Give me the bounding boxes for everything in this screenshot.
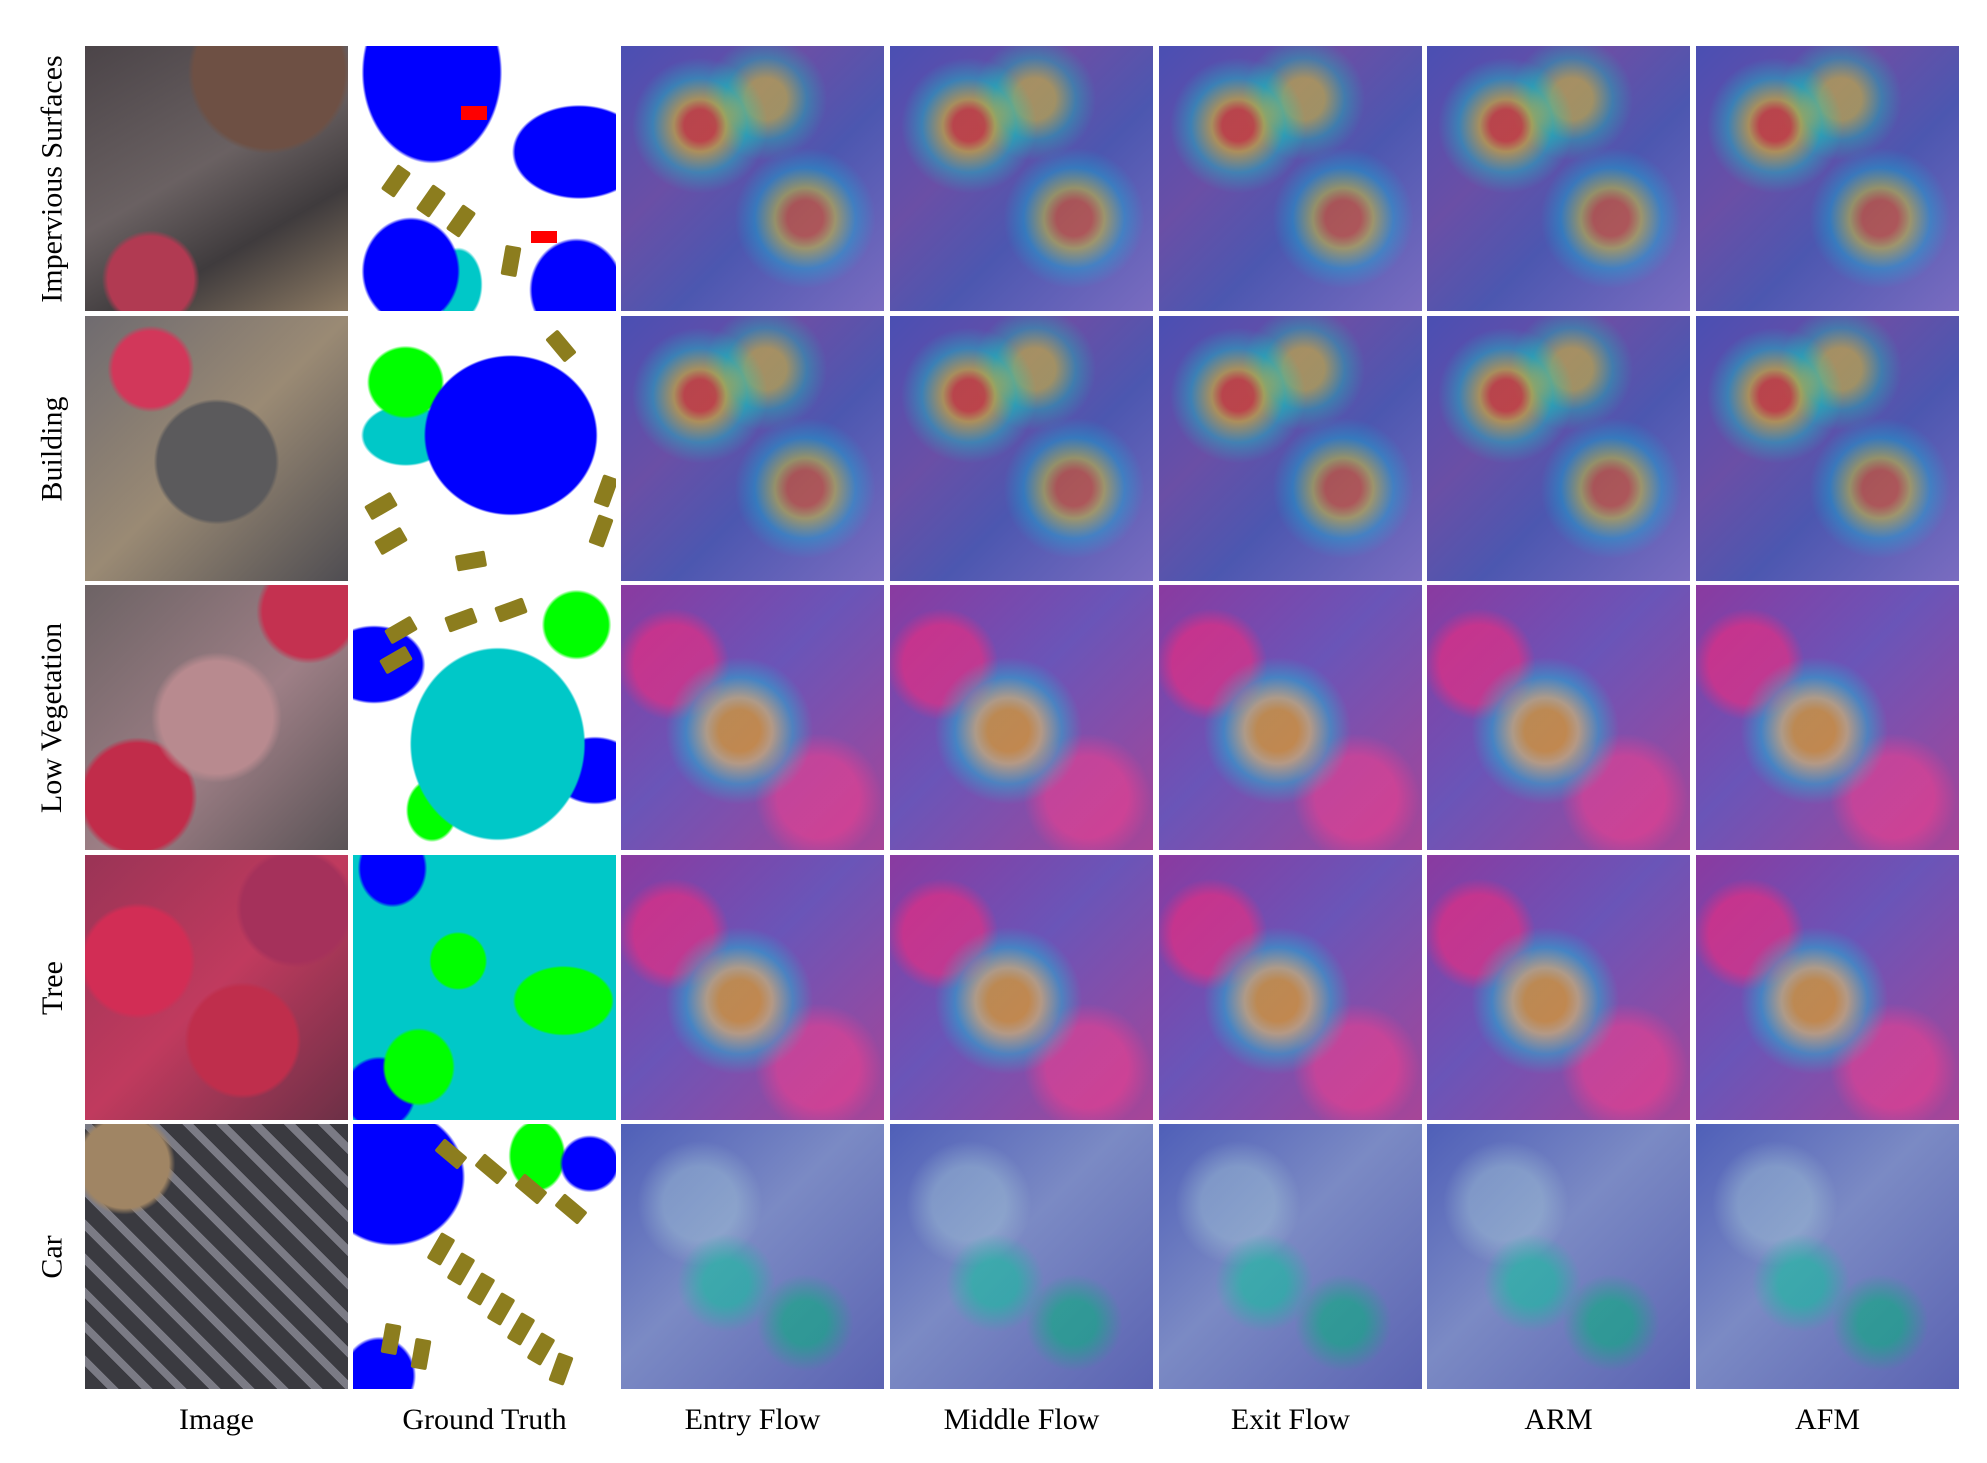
column-label-entry-flow: Entry Flow xyxy=(684,1403,821,1436)
entry-flow-heatmap-tile xyxy=(621,1124,884,1389)
exit-flow-heatmap-tile xyxy=(1159,855,1422,1120)
column-label-image: Image xyxy=(179,1403,254,1436)
column-label-afm: AFM xyxy=(1794,1403,1861,1436)
row-label-text: Tree xyxy=(35,960,69,1015)
ground-truth-tile xyxy=(353,46,616,311)
middle-flow-heatmap-tile xyxy=(890,585,1153,850)
entry-flow-heatmap-tile xyxy=(621,46,884,311)
row-label-low-vegetation: Low Vegetation xyxy=(20,585,85,850)
arm-heatmap-tile xyxy=(1427,855,1690,1120)
image-tile xyxy=(85,1124,348,1389)
afm-heatmap-tile xyxy=(1696,855,1959,1120)
afm-heatmap-tile xyxy=(1696,316,1959,581)
entry-flow-heatmap-tile xyxy=(621,585,884,850)
entry-flow-heatmap-tile xyxy=(621,855,884,1120)
exit-flow-heatmap-tile xyxy=(1159,316,1422,581)
column-label-exit-flow: Exit Flow xyxy=(1230,1403,1351,1436)
ground-truth-tile xyxy=(353,585,616,850)
middle-flow-heatmap-tile xyxy=(890,855,1153,1120)
arm-heatmap-tile xyxy=(1427,1124,1690,1389)
middle-flow-heatmap-tile xyxy=(890,46,1153,311)
row-label-text: Car xyxy=(35,1234,69,1279)
ground-truth-tile xyxy=(353,855,616,1120)
row-label-text: Low Vegetation xyxy=(35,622,69,813)
row-label-text: Impervious Surfaces xyxy=(35,54,69,303)
middle-flow-heatmap-tile xyxy=(890,1124,1153,1389)
column-label-middle-flow: Middle Flow xyxy=(943,1403,1100,1436)
middle-flow-heatmap-tile xyxy=(890,316,1153,581)
entry-flow-heatmap-tile xyxy=(621,316,884,581)
exit-flow-heatmap-tile xyxy=(1159,585,1422,850)
afm-heatmap-tile xyxy=(1696,46,1959,311)
column-label-arm: ARM xyxy=(1524,1403,1593,1436)
image-tile xyxy=(85,46,348,311)
exit-flow-heatmap-tile xyxy=(1159,46,1422,311)
row-label-tree: Tree xyxy=(20,855,85,1120)
ground-truth-tile xyxy=(353,1124,616,1389)
exit-flow-heatmap-tile xyxy=(1159,1124,1422,1389)
arm-heatmap-tile xyxy=(1427,316,1690,581)
image-tile xyxy=(85,585,348,850)
row-label-impervious-surfaces: Impervious Surfaces xyxy=(20,46,85,311)
image-tile xyxy=(85,855,348,1120)
row-label-car: Car xyxy=(20,1124,85,1389)
afm-heatmap-tile xyxy=(1696,1124,1959,1389)
row-label-text: Building xyxy=(35,395,69,502)
arm-heatmap-tile xyxy=(1427,46,1690,311)
column-label-ground-truth: Ground Truth xyxy=(402,1403,567,1436)
row-label-building: Building xyxy=(20,316,85,581)
afm-heatmap-tile xyxy=(1696,585,1959,850)
ground-truth-tile xyxy=(353,316,616,581)
image-tile xyxy=(85,316,348,581)
arm-heatmap-tile xyxy=(1427,585,1690,850)
